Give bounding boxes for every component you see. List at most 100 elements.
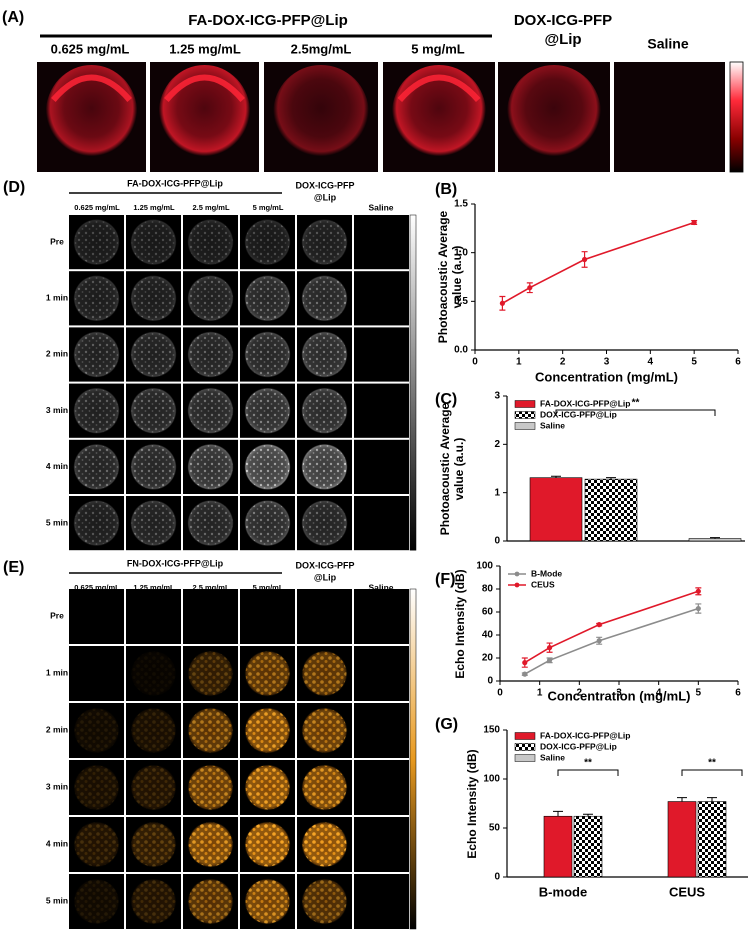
us-signal-glow: [244, 707, 291, 754]
x-tick-label: 1: [537, 688, 543, 699]
row-label: 4 min: [46, 838, 68, 848]
us-signal-glow: [244, 443, 291, 490]
bar: [697, 801, 727, 878]
us-signal-glow: [73, 275, 120, 322]
bar: [529, 477, 583, 542]
y-tick-label: 0: [487, 676, 493, 687]
us-image: [354, 760, 409, 815]
us-image: [240, 589, 295, 644]
panel-label: (F): [435, 571, 455, 588]
point: [499, 300, 505, 306]
us-signal-glow: [187, 650, 234, 697]
point: [596, 622, 602, 628]
us-image: [126, 589, 181, 644]
us-signal-glow: [130, 821, 177, 868]
point: [691, 219, 697, 226]
panel-label: (G): [435, 716, 458, 733]
column-label: DOX-ICG-PFP: [514, 12, 612, 29]
y-tick-label: 0.5: [454, 296, 468, 307]
us-signal-glow: [130, 331, 177, 378]
us-image: [354, 439, 409, 494]
legend-label: Saline: [540, 420, 565, 430]
us-signal-glow: [130, 878, 177, 925]
us-signal-glow: [130, 443, 177, 490]
legend-swatch: [514, 400, 536, 408]
y-axis-label: Photoacoustic Average value (a.u.): [438, 402, 466, 535]
point: [522, 671, 528, 677]
us-signal-glow: [301, 878, 348, 925]
column-label: Saline: [368, 582, 393, 592]
legend-label: DOX-ICG-PFP@Lip: [540, 741, 617, 751]
us-signal-glow: [244, 331, 291, 378]
y-tick-label: 20: [482, 653, 494, 664]
column-label: 1.25 mg/mL: [133, 583, 175, 592]
error-bar: [707, 797, 717, 802]
us-signal-glow: [244, 764, 291, 811]
row-label: 2 min: [46, 349, 68, 359]
bar: [667, 801, 697, 878]
us-signal-glow: [73, 387, 120, 434]
significance-bracket: [557, 769, 619, 776]
us-signal-glow: [244, 878, 291, 925]
row-label: 3 min: [46, 405, 68, 415]
us-signal-glow: [73, 707, 120, 754]
x-tick-label: CEUS: [669, 884, 705, 899]
error-bar: [677, 797, 687, 802]
x-tick-label: 2: [560, 357, 566, 368]
panel-label: (B): [435, 181, 457, 198]
us-signal-glow: [301, 707, 348, 754]
colorbar: [409, 588, 417, 930]
y-axis-label: Echo Intensity (dB): [465, 748, 479, 859]
us-image: [183, 589, 238, 644]
column-label: 0.625 mg/mL: [74, 203, 120, 212]
significance-bracket: [555, 409, 716, 416]
y-tick-label: 2: [494, 439, 500, 450]
us-signal-glow: [130, 219, 177, 266]
us-image: [354, 271, 409, 326]
point: [546, 657, 553, 663]
us-signal-glow: [187, 219, 234, 266]
us-signal-glow: [244, 275, 291, 322]
us-image: [297, 589, 352, 644]
column-label: @Lip: [544, 31, 581, 48]
x-tick-label: 1: [516, 357, 522, 368]
x-tick-label: 3: [616, 688, 622, 699]
legend-swatch: [514, 743, 536, 751]
group-title: FA-DOX-ICG-PFP@Lip: [188, 12, 348, 29]
legend-marker: [514, 571, 520, 577]
colorbar: [409, 214, 417, 551]
us-signal-glow: [187, 764, 234, 811]
x-tick-label: 4: [656, 688, 662, 699]
column-label: 1.25 mg/mL: [169, 41, 241, 56]
us-signal-glow: [301, 387, 348, 434]
x-tick-label: 3: [604, 357, 610, 368]
annotation: **: [632, 398, 640, 409]
column-label: Saline: [368, 202, 393, 212]
us-signal-glow: [73, 500, 120, 547]
us-signal-glow: [301, 443, 348, 490]
row-label: 1 min: [46, 667, 68, 677]
us-signal-glow: [73, 764, 120, 811]
pa-rim: [51, 74, 132, 102]
panel-label: (D): [3, 179, 25, 196]
x-axis-label: Concentration (mg/mL): [548, 688, 691, 703]
x-tick-label: 0: [472, 357, 478, 368]
us-signal-glow: [130, 275, 177, 322]
bar: [584, 478, 638, 542]
us-signal-glow: [244, 219, 291, 266]
point: [596, 638, 602, 644]
y-tick-label: 100: [483, 774, 500, 785]
legend-swatch: [514, 732, 536, 740]
us-image: [354, 646, 409, 701]
us-signal-glow: [73, 821, 120, 868]
x-tick-label: 0: [497, 688, 503, 699]
us-image: [354, 383, 409, 438]
annotation: **: [708, 758, 716, 769]
point: [527, 285, 533, 291]
row-label: Pre: [50, 236, 64, 246]
legend-label: DOX-ICG-PFP@Lip: [540, 409, 617, 419]
y-tick-label: 100: [476, 561, 493, 572]
us-signal-glow: [187, 331, 234, 378]
